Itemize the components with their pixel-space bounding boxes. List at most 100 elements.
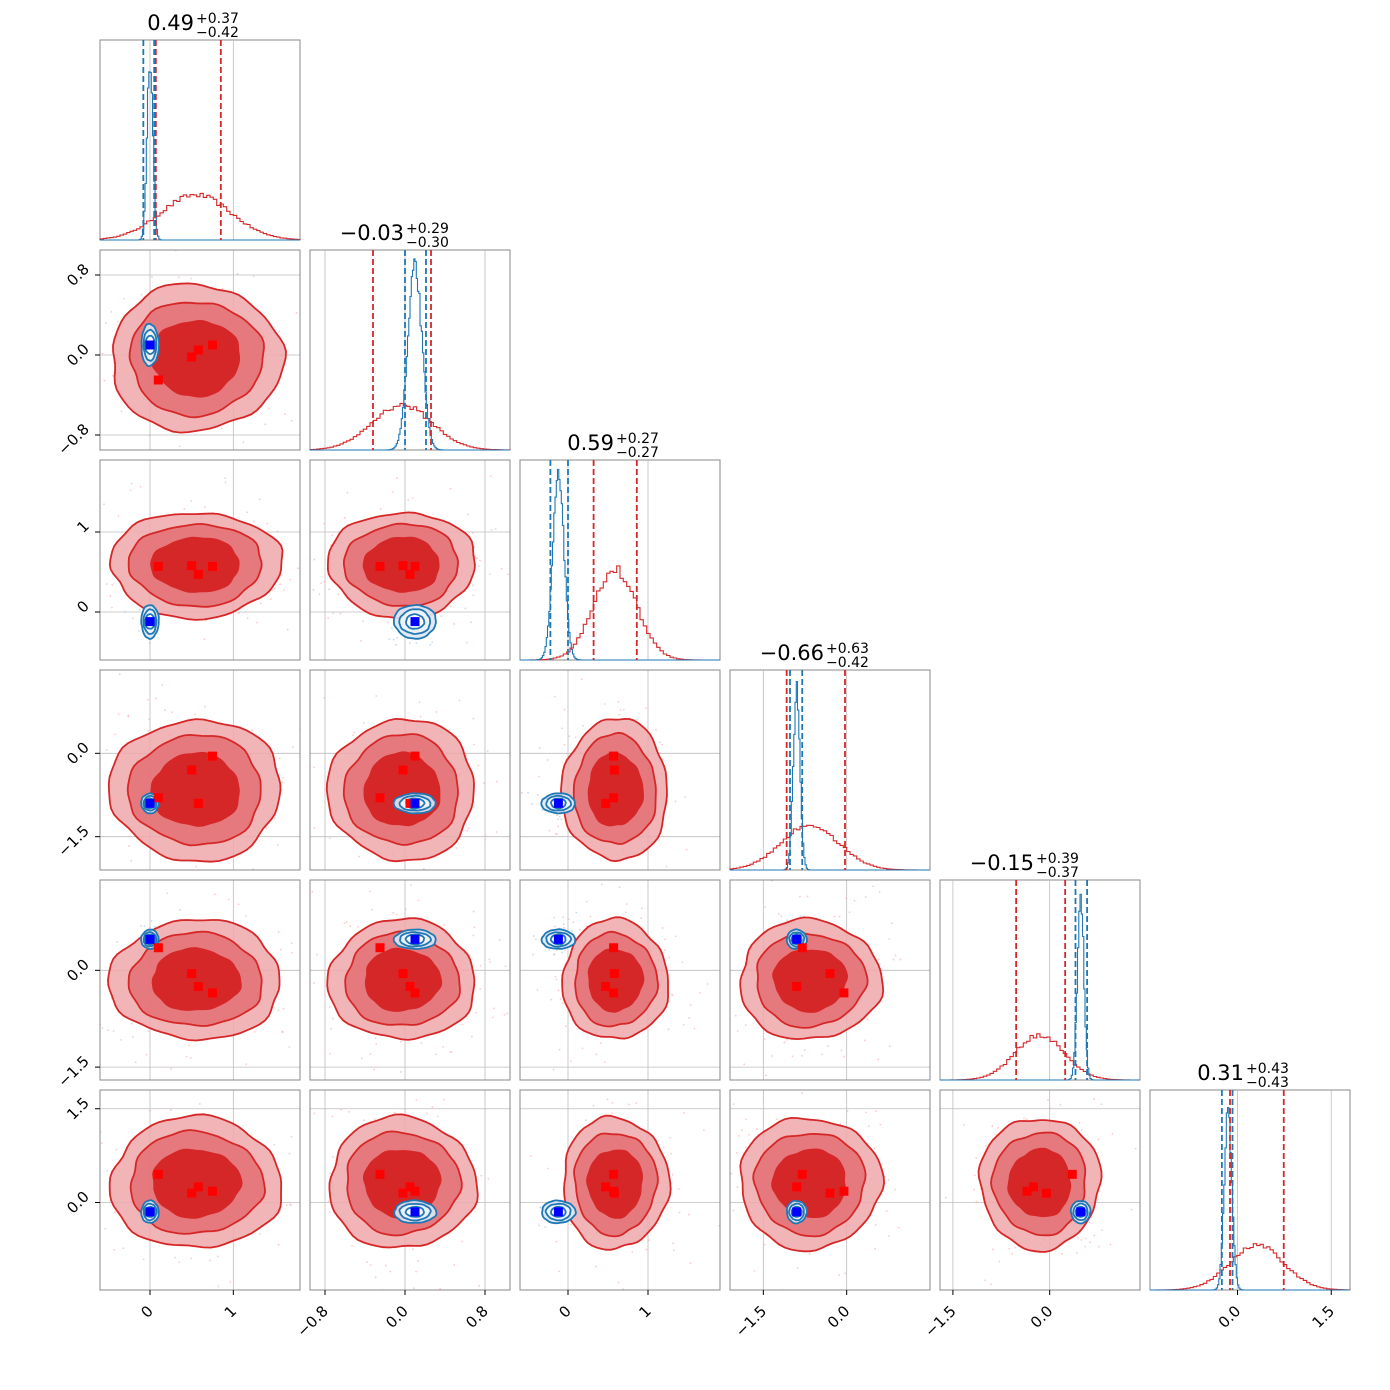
sample-point [120, 1038, 122, 1041]
sample-point [574, 736, 577, 739]
sample-point [111, 606, 113, 609]
sample-point [123, 297, 126, 300]
red-marker [208, 1186, 217, 1196]
sample-point [662, 1146, 665, 1149]
sample-point [331, 1216, 333, 1218]
sample-point [558, 1270, 561, 1273]
panel-frame [939, 879, 1141, 1081]
sample-point [1111, 1132, 1114, 1135]
sample-point [564, 949, 567, 951]
sample-point [391, 627, 393, 630]
sample-point [297, 567, 300, 570]
red-marker [1041, 1188, 1051, 1198]
sample-point [221, 287, 224, 290]
sample-point [147, 730, 150, 732]
red-marker [792, 1182, 802, 1192]
sample-point [392, 911, 395, 914]
sample-point [553, 916, 556, 919]
red-marker [405, 1182, 415, 1192]
red-marker [609, 765, 619, 775]
sample-point [672, 1249, 675, 1252]
sample-point [487, 1177, 490, 1180]
sample-point [129, 489, 132, 492]
sample-point [844, 1272, 847, 1275]
blue-marker [553, 1207, 563, 1217]
sample-point [540, 783, 542, 785]
sample-point [677, 1187, 680, 1190]
sample-point [536, 794, 539, 796]
title-plus: +0.29 [406, 221, 449, 237]
sample-point [152, 664, 154, 666]
sample-point [362, 620, 364, 623]
sample-point [345, 921, 348, 924]
sample-point [148, 434, 151, 437]
title-minus: −0.27 [616, 445, 659, 461]
sample-point [670, 1152, 672, 1155]
title-value: 0.31 [1197, 1061, 1244, 1085]
sample-point [313, 558, 316, 561]
sample-point [369, 1053, 372, 1056]
sample-point [432, 1103, 434, 1105]
sample-point [732, 1103, 735, 1106]
sample-point [149, 1109, 151, 1112]
red-marker [193, 345, 203, 355]
sample-point [478, 1284, 481, 1287]
sample-point [799, 895, 801, 898]
red-marker [825, 1188, 835, 1198]
sample-point [1080, 1129, 1083, 1132]
panel-content [310, 670, 542, 870]
sample-point [265, 826, 268, 829]
sample-point [671, 1173, 674, 1176]
sample-point [846, 1110, 849, 1113]
hist-panel-2 [519, 459, 721, 661]
sample-point [391, 490, 394, 493]
sample-point [665, 865, 668, 868]
sample-point [264, 423, 267, 426]
sample-point [138, 629, 140, 632]
sample-point [878, 891, 881, 894]
sample-point [603, 1061, 606, 1064]
panel-frame [519, 1089, 721, 1291]
sample-point [991, 1248, 994, 1251]
sample-point [289, 1203, 292, 1206]
sample-point [581, 678, 583, 681]
sample-point [668, 956, 671, 959]
sample-point [735, 1151, 738, 1154]
sample-point [415, 1099, 418, 1102]
sample-point [1093, 1234, 1096, 1237]
blue-marker [145, 617, 155, 627]
sample-point [323, 522, 326, 525]
title-minus: −0.37 [1036, 865, 1079, 881]
sample-point [285, 1204, 288, 1207]
sample-point [104, 1227, 107, 1230]
panel-title-2: 0.59 +0.27−0.27 [567, 431, 659, 461]
panel-frame [309, 459, 511, 661]
sample-point [473, 926, 476, 929]
sample-point [295, 312, 298, 314]
sample-point [273, 817, 276, 819]
y-tick-label: 0.0 [63, 1188, 93, 1218]
sample-point [415, 1270, 417, 1273]
sample-point [680, 1279, 682, 1281]
sample-point [736, 1186, 739, 1189]
sample-point [464, 607, 467, 610]
sample-point [319, 562, 321, 564]
y-tick-label: 0.8 [63, 260, 93, 290]
blue-histogram [1150, 1106, 1350, 1291]
sample-point [376, 1083, 378, 1085]
red-marker [839, 988, 849, 998]
red-marker [405, 981, 415, 991]
sample-point [529, 1154, 532, 1157]
sample-point [845, 876, 847, 878]
sample-point [838, 1274, 840, 1276]
sample-point [420, 1042, 423, 1044]
sample-point [469, 954, 471, 957]
sample-point [113, 1249, 116, 1251]
red-marker [398, 1188, 408, 1198]
red-marker [398, 765, 408, 775]
sample-point [304, 633, 306, 635]
sample-point [867, 1125, 870, 1128]
sample-point [216, 1255, 219, 1258]
sample-point [523, 557, 525, 559]
x-tick-label: −0.8 [293, 1302, 331, 1340]
